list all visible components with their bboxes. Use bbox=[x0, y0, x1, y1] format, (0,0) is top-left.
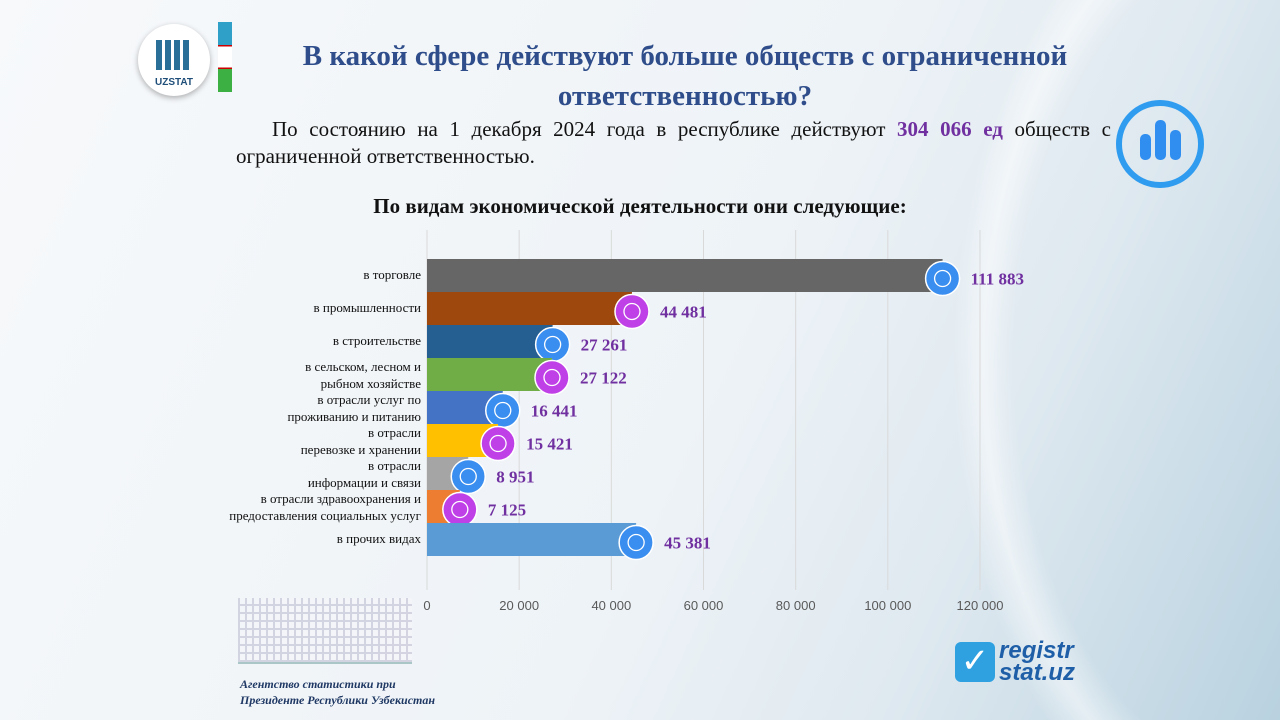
x-tick-label: 0 bbox=[423, 598, 430, 613]
category-label: в отрасли перевозке и хранении bbox=[301, 425, 421, 457]
category-icon bbox=[442, 491, 478, 528]
category-label: в отрасли здравоохранения и предоставлени… bbox=[229, 491, 421, 523]
icon-glyph bbox=[459, 467, 477, 486]
data-label: 27 261 bbox=[581, 336, 628, 355]
agency-name: Агентство статистики при Президенте Респу… bbox=[240, 677, 436, 707]
registrstat-logo: ✓ registr stat.uz bbox=[955, 639, 1075, 685]
x-tick-label: 20 000 bbox=[499, 598, 539, 613]
icon-glyph bbox=[627, 533, 645, 552]
data-label: 8 951 bbox=[496, 468, 534, 487]
background-swoosh bbox=[860, 0, 1280, 720]
category-icon bbox=[480, 425, 516, 462]
icon-glyph bbox=[494, 401, 512, 420]
x-tick-label: 60 000 bbox=[684, 598, 724, 613]
data-label: 7 125 bbox=[488, 501, 526, 520]
category-icon bbox=[534, 359, 570, 396]
data-label: 44 481 bbox=[660, 303, 707, 322]
category-icon bbox=[534, 326, 571, 363]
data-label: 15 421 bbox=[526, 435, 573, 454]
data-label: 45 381 bbox=[664, 534, 711, 553]
bar bbox=[427, 523, 637, 556]
x-tick-label: 100 000 bbox=[864, 598, 911, 613]
icon-glyph bbox=[451, 500, 469, 519]
data-label: 27 122 bbox=[580, 369, 627, 388]
page-title: В какой сфере действуют больше обществ с… bbox=[302, 40, 1068, 112]
bar-chart-icon bbox=[1116, 100, 1204, 188]
data-label: 111 883 bbox=[971, 270, 1024, 289]
data-label: 16 441 bbox=[531, 402, 578, 421]
bar bbox=[427, 358, 552, 391]
category-icon bbox=[450, 458, 486, 495]
x-tick-label: 80 000 bbox=[776, 598, 816, 613]
category-label: в промышленности bbox=[314, 300, 422, 315]
uzstat-logo: UZSTAT bbox=[138, 24, 210, 96]
bar bbox=[427, 259, 943, 292]
flag-stripe bbox=[218, 22, 232, 92]
icon-glyph bbox=[489, 434, 507, 453]
icon-glyph bbox=[543, 368, 561, 387]
icon-glyph bbox=[543, 335, 562, 354]
icon-glyph bbox=[933, 269, 952, 288]
category-label: в отрасли информации и связи bbox=[308, 458, 421, 490]
bar bbox=[427, 292, 632, 325]
category-label: в прочих видах bbox=[337, 531, 422, 546]
bar bbox=[427, 325, 553, 358]
category-label: в строительстве bbox=[333, 333, 421, 348]
chart-title: По видам экономической деятельности они … bbox=[373, 194, 907, 218]
x-tick-label: 120 000 bbox=[957, 598, 1004, 613]
building-image bbox=[238, 598, 412, 664]
category-icon bbox=[618, 524, 654, 561]
intro-text: По состоянию на 1 декабря 2024 года в ре… bbox=[236, 117, 1111, 168]
category-icon bbox=[614, 293, 650, 330]
total-count: 304 066 ед bbox=[897, 117, 1003, 141]
category-icon bbox=[924, 260, 961, 297]
category-icon bbox=[485, 392, 521, 429]
category-label: в сельском, лесном и рыбном хозяйстве bbox=[305, 359, 421, 391]
category-label: в отрасли услуг по проживанию и питанию bbox=[287, 392, 421, 424]
check-icon: ✓ bbox=[955, 642, 995, 682]
x-tick-label: 40 000 bbox=[591, 598, 631, 613]
icon-glyph bbox=[623, 302, 641, 321]
category-label: в торговле bbox=[363, 267, 421, 282]
